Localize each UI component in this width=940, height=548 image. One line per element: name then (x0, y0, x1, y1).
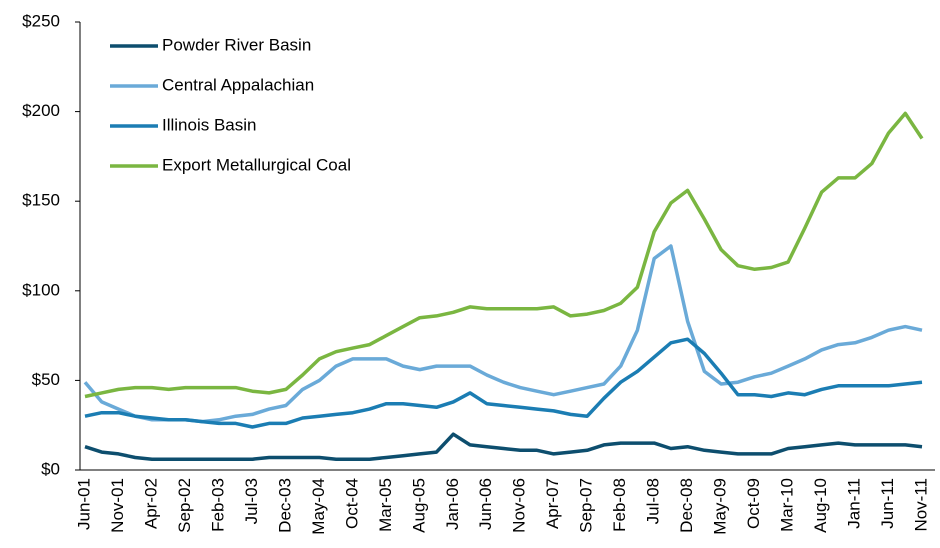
x-tick-label: Jan-11 (845, 478, 864, 529)
legend-label: Powder River Basin (162, 35, 311, 54)
x-tick-label: Mar-05 (376, 478, 395, 532)
x-tick-label: Sep-02 (175, 478, 194, 533)
series-line (83, 244, 923, 424)
x-tick-label: Feb-03 (208, 478, 227, 532)
x-tick-label: Aug-05 (409, 478, 428, 533)
x-tick-label: May-04 (309, 478, 328, 535)
legend-label: Illinois Basin (162, 115, 257, 134)
x-tick-label: Dec-08 (677, 478, 696, 533)
y-tick-label: $200 (22, 101, 60, 120)
x-tick-label: Aug-10 (811, 478, 830, 533)
x-tick-label: Jul-08 (644, 478, 663, 524)
legend-label: Central Appalachian (162, 75, 314, 94)
x-tick-label: Nov-11 (911, 478, 930, 532)
x-tick-label: Dec-03 (275, 478, 294, 533)
x-tick-label: May-09 (711, 478, 730, 535)
x-tick-label: Jul-03 (242, 478, 261, 524)
x-tick-label: Jun-06 (476, 478, 495, 530)
x-tick-label: Nov-01 (108, 478, 127, 533)
legend-label: Export Metallurgical Coal (162, 155, 351, 174)
series-line (84, 111, 924, 399)
y-tick-label: $0 (41, 459, 60, 478)
y-tick-label: $50 (32, 370, 60, 389)
x-tick-label: Oct-09 (744, 478, 763, 529)
x-tick-label: Apr-02 (141, 478, 160, 529)
x-tick-label: Apr-07 (543, 478, 562, 529)
x-tick-label: Oct-04 (342, 478, 361, 529)
series-line (84, 337, 923, 429)
x-tick-label: Sep-07 (577, 478, 596, 533)
x-tick-label: Jan-06 (443, 478, 462, 530)
series-line (84, 432, 923, 461)
x-tick-label: Jun-11 (878, 478, 897, 529)
y-tick-label: $250 (22, 11, 60, 30)
y-tick-label: $100 (22, 280, 60, 299)
x-tick-label: Mar-10 (778, 478, 797, 532)
x-tick-label: Feb-08 (610, 478, 629, 532)
x-tick-label: Nov-06 (510, 478, 529, 533)
x-tick-label: Jun-01 (74, 478, 93, 530)
y-tick-label: $150 (22, 191, 60, 210)
